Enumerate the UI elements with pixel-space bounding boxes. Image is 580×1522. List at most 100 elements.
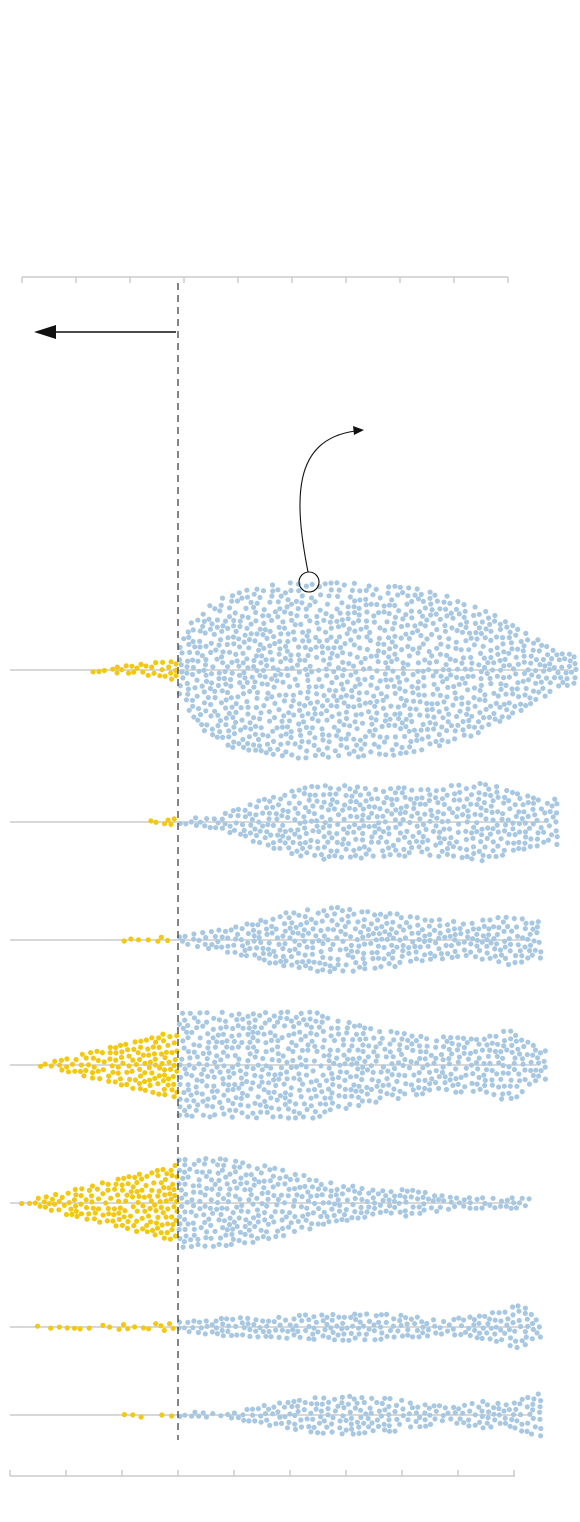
data-point	[391, 1316, 397, 1322]
data-point	[298, 621, 304, 628]
data-point	[226, 1222, 233, 1228]
data-point	[243, 605, 249, 612]
data-point	[302, 703, 308, 709]
data-point	[339, 1191, 346, 1197]
data-point	[252, 952, 258, 958]
data-point	[309, 1184, 316, 1190]
data-point	[505, 840, 511, 846]
data-point	[158, 1323, 164, 1329]
data-point	[410, 698, 417, 704]
data-point	[247, 720, 253, 726]
data-point	[185, 1319, 191, 1325]
data-point	[419, 795, 425, 801]
data-point	[340, 659, 346, 665]
data-point	[236, 644, 243, 650]
data-point	[179, 1195, 185, 1201]
data-point	[252, 679, 258, 685]
data-point	[559, 651, 565, 657]
data-point	[392, 651, 398, 657]
data-point	[258, 917, 264, 924]
data-point	[284, 1335, 290, 1341]
data-point	[425, 1196, 432, 1202]
data-point	[397, 1088, 403, 1094]
data-point	[134, 1179, 140, 1186]
data-point	[127, 1076, 133, 1082]
data-point	[409, 1210, 415, 1216]
data-point	[370, 1195, 376, 1201]
data-point	[515, 626, 521, 633]
data-point	[382, 627, 388, 633]
data-point	[266, 1328, 272, 1335]
data-point	[417, 712, 423, 718]
data-point	[248, 1086, 254, 1092]
data-point	[298, 1062, 304, 1068]
data-point	[208, 1177, 215, 1183]
data-point	[275, 1409, 281, 1415]
data-point	[280, 807, 286, 814]
data-point	[203, 1318, 209, 1324]
data-point	[459, 629, 466, 635]
data-point	[522, 1305, 529, 1311]
data-point	[374, 1417, 380, 1423]
data-point	[392, 583, 398, 589]
data-point	[382, 1046, 388, 1052]
data-point	[402, 1072, 408, 1079]
data-point	[452, 1332, 458, 1338]
data-point	[444, 613, 450, 619]
data-point	[207, 603, 213, 609]
data-point	[492, 618, 498, 624]
data-point	[218, 1025, 224, 1031]
data-point	[225, 1328, 231, 1334]
data-point	[334, 922, 340, 928]
data-point	[345, 610, 351, 617]
data-point	[436, 743, 443, 749]
data-point	[402, 853, 408, 859]
data-point	[433, 738, 439, 745]
data-point	[269, 676, 275, 682]
data-point	[356, 1430, 362, 1436]
data-point	[223, 715, 229, 721]
data-point	[124, 1225, 131, 1231]
data-point	[237, 680, 243, 686]
data-point	[335, 593, 341, 600]
data-point	[412, 623, 418, 629]
data-point	[101, 667, 107, 674]
data-point	[168, 821, 174, 828]
data-point	[305, 652, 311, 659]
data-point	[488, 681, 494, 687]
data-point	[352, 822, 358, 828]
data-point	[527, 695, 533, 701]
data-point	[449, 625, 455, 631]
data-point	[364, 634, 370, 640]
data-point	[264, 1417, 270, 1423]
data-point	[491, 660, 497, 666]
data-point	[301, 1172, 307, 1179]
data-point	[362, 785, 368, 792]
data-point	[248, 822, 254, 828]
data-point	[336, 1093, 342, 1099]
data-point	[267, 649, 273, 655]
data-point	[446, 1046, 452, 1052]
data-point	[214, 624, 220, 630]
data-point	[288, 601, 295, 607]
data-point	[491, 924, 497, 930]
data-point	[101, 1059, 107, 1065]
data-point	[490, 1195, 496, 1201]
data-point	[488, 1325, 494, 1331]
data-point	[201, 1066, 207, 1073]
data-point	[224, 1181, 230, 1187]
data-point	[553, 819, 559, 825]
data-point	[483, 1067, 490, 1073]
data-point	[498, 1076, 504, 1082]
data-point	[147, 1219, 154, 1225]
data-point	[160, 1038, 167, 1044]
data-point	[309, 716, 315, 722]
data-point	[372, 965, 378, 971]
data-point	[234, 598, 241, 604]
data-point	[522, 1203, 529, 1209]
data-point	[346, 1019, 352, 1026]
data-point	[440, 1034, 447, 1040]
data-point	[325, 807, 332, 813]
data-point	[451, 1404, 457, 1410]
data-point	[247, 945, 253, 952]
